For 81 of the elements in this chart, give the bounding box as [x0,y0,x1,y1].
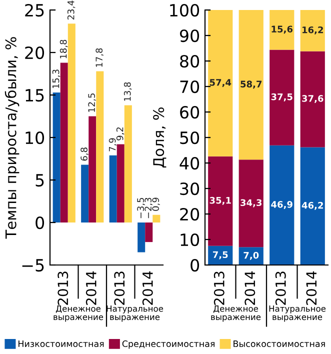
data-label: 37,6 [302,95,324,104]
bar [145,222,153,242]
y-tick-label: 0 [36,216,44,230]
bar [270,50,294,146]
data-label: 58,7 [240,80,262,89]
data-label: 12,5 [88,94,96,112]
bar [208,156,233,246]
text: Натуральное выражение [106,306,164,322]
y-tick-label: 60 [180,106,200,119]
legend-label: Высокостоимостная [234,340,325,348]
bar [109,155,117,222]
y-tick-label: 20 [180,208,200,221]
bar [96,71,104,222]
y-tick-label: 30 [180,182,200,196]
bar [300,10,325,52]
legend-label: Среднестоимостная [122,340,214,349]
data-label: 57,4 [210,79,232,87]
y-tick-label: 100 [170,4,200,17]
data-label: 15,3 [52,70,60,88]
data-label: 37,5 [271,93,292,102]
bar [270,10,294,50]
y-tick-label: 10 [180,233,200,246]
bar [60,62,68,222]
data-label: 18,8 [60,40,68,58]
bar [138,222,146,252]
bar [88,116,96,222]
data-label: −2,3 [144,198,152,218]
data-label: 0,9 [152,198,160,211]
data-label: 35,1 [210,196,231,205]
y-axis-title: Доля, % [153,108,166,168]
data-label: 7,0 [244,252,259,260]
data-label: 34,3 [240,199,262,208]
y-tick-label: 20 [25,46,44,60]
data-label: 7,5 [212,251,228,260]
bar [238,10,264,160]
y-tick-label: 50 [180,131,200,144]
x-tick-label: 2014 [86,271,96,305]
data-label: −3,5 [137,198,145,218]
text: Денежное выражение [54,306,104,322]
data-label: 6,8 [80,148,88,161]
bar [81,164,89,222]
bar [300,147,325,265]
y-tick-label: 80 [180,54,200,68]
data-label: 46,2 [302,202,323,210]
y-tick-label: 15 [26,89,44,102]
y-axis-title: Темпы прироста/убыли, % [4,37,20,239]
y-tick-label: 40 [180,156,200,170]
x-tick-label: 2014 [306,271,317,305]
y-tick-label: 5 [36,174,44,187]
data-label: 9,2 [116,127,124,140]
data-label: 7,9 [108,138,117,152]
bar [152,214,160,222]
x-tick-label: 2013 [275,272,286,305]
data-label: 16,2 [302,26,323,34]
text: Денежное выражение [211,306,261,322]
x-tick-label: 2014 [142,271,153,305]
data-label: 23,4 [67,0,76,20]
bar [300,51,325,148]
data-label: 13,8 [124,82,132,101]
y-tick-label: 0 [190,258,200,272]
y-tick-label: 10 [26,131,44,144]
bar [238,160,264,248]
x-tick-label: 2014 [244,271,256,305]
y-tick-label: −5 [22,259,44,272]
y-tick-label: 90 [180,29,200,42]
bar [52,92,60,222]
bar [124,105,132,222]
legend-label: Низкостоимостная [18,340,104,348]
data-label: 17,8 [96,48,104,67]
x-tick-label: 2013 [58,272,68,305]
data-label: 15,6 [272,26,293,34]
bar [68,24,76,222]
text: Натуральное выражение [269,306,326,322]
bar [116,144,124,222]
x-tick-label: 2013 [114,272,125,305]
bar [270,145,294,265]
x-tick-label: 2013 [214,272,224,305]
y-tick-label: 25 [25,4,44,17]
bar [208,10,233,156]
y-tick-label: 70 [180,80,200,94]
data-label: 46,9 [271,201,292,209]
